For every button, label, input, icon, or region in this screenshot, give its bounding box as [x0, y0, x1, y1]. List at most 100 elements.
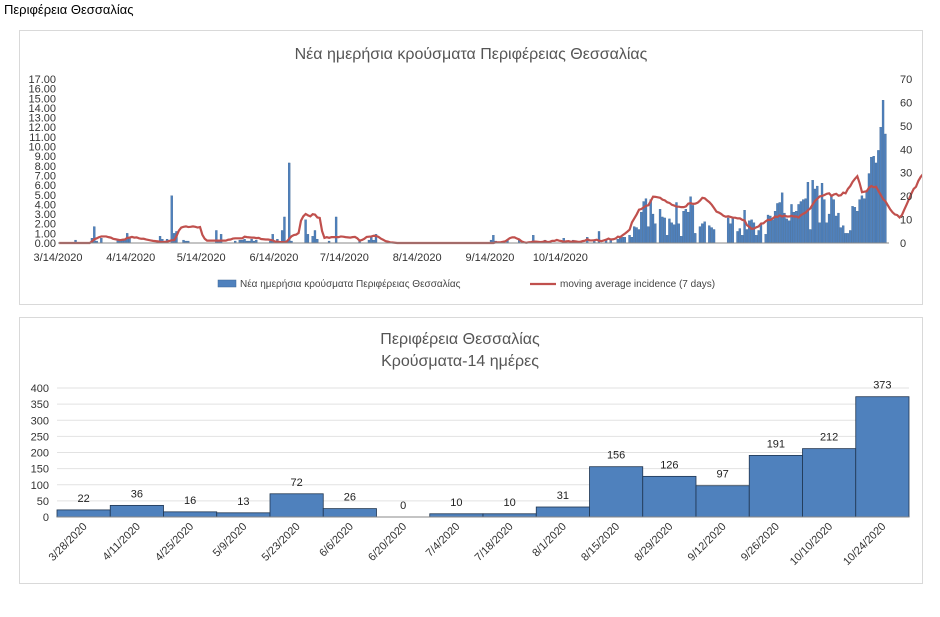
fourteen-day-data-label: 10 — [504, 497, 516, 509]
daily-cases-bar — [651, 213, 655, 244]
fourteen-day-x-tick-label: 8/29/2020 — [632, 521, 675, 564]
daily-cases-bar — [703, 221, 706, 244]
daily-cases-bar — [672, 224, 676, 244]
daily-cases-bar — [128, 238, 131, 244]
fourteen-day-data-label: 191 — [767, 438, 785, 450]
fourteen-day-data-label: 10 — [450, 497, 462, 509]
fourteen-day-data-label: 36 — [131, 488, 143, 500]
daily-cases-bar — [874, 162, 878, 244]
daily-y-tick-label: 5.00 — [35, 190, 56, 202]
daily-cases-bar — [851, 206, 854, 244]
daily-cases-bar — [691, 205, 695, 244]
daily-x-tick-label: 10/14/2020 — [533, 252, 588, 264]
fourteen-day-data-label: 22 — [78, 493, 90, 505]
daily-cases-bar — [283, 216, 286, 244]
fourteen-day-x-tick-label: 8/15/2020 — [579, 521, 622, 564]
fourteen-day-y-tick-label: 400 — [31, 383, 49, 395]
daily-cases-bar — [708, 225, 711, 244]
fourteen-day-data-label: 13 — [237, 496, 249, 508]
daily-cases-bar — [687, 211, 690, 244]
daily-cases-bar — [665, 235, 669, 244]
fourteen-day-y-tick-label: 300 — [31, 415, 49, 427]
daily-cases-bar — [867, 173, 871, 244]
fourteen-day-bar — [748, 455, 803, 518]
fourteen-day-bar — [642, 475, 697, 518]
fourteen-day-x-tick-label: 4/11/2020 — [100, 521, 143, 564]
daily-cases-bar — [661, 216, 664, 244]
daily-cases-bar — [618, 238, 622, 244]
daily-x-tick-label: 7/14/2020 — [320, 252, 369, 264]
daily-x-tick-label: 3/14/2020 — [34, 252, 83, 264]
fourteen-day-chart-subtitle: Κρούσματα-14 ημέρες — [381, 353, 539, 370]
daily-cases-bar — [743, 210, 746, 244]
daily-cases-bar — [865, 190, 868, 244]
daily-cases-bar — [647, 226, 650, 244]
daily-cases-bar — [823, 199, 826, 244]
daily-y2-tick-label: 10 — [900, 215, 912, 227]
daily-cases-bar — [778, 202, 781, 244]
daily-y-tick-label: 10.00 — [28, 142, 56, 154]
daily-x-tick-label: 9/14/2020 — [465, 252, 514, 264]
daily-cases-bar — [804, 198, 807, 244]
daily-cases-bar — [710, 227, 713, 244]
fourteen-day-y-tick-label: 250 — [31, 431, 49, 443]
daily-cases-bar — [776, 203, 779, 244]
fourteen-day-x-tick-label: 10/10/2020 — [788, 521, 835, 568]
daily-cases-bar — [877, 150, 880, 244]
daily-y-tick-label: 15.00 — [28, 93, 56, 105]
daily-cases-bar — [806, 182, 810, 244]
daily-cases-bar — [621, 237, 624, 244]
daily-cases-bar — [849, 230, 852, 244]
daily-cases-bar — [842, 225, 845, 244]
daily-y-tick-label: 6.00 — [35, 180, 56, 192]
legend-bar-label: Νέα ημερήσια κρούσματα Περιφέρειας Θεσσα… — [240, 278, 461, 290]
daily-y-tick-label: 16.00 — [28, 84, 56, 96]
daily-legend: Νέα ημερήσια κρούσματα Περιφέρειας Θεσσα… — [217, 278, 715, 290]
daily-cases-bar — [623, 237, 626, 244]
daily-cases-bar — [834, 215, 838, 244]
daily-y-tick-label: 17.00 — [28, 74, 56, 86]
fourteen-day-data-label: 31 — [557, 490, 569, 502]
daily-x-tick-label: 5/14/2020 — [177, 252, 226, 264]
daily-cases-bar — [698, 226, 702, 244]
daily-cases-bar — [757, 230, 760, 244]
fourteen-day-bar — [589, 466, 644, 518]
daily-cases-bar — [759, 224, 763, 244]
daily-cases-bar — [755, 235, 758, 244]
daily-cases-bar — [630, 237, 634, 244]
daily-cases-bar — [881, 100, 885, 244]
daily-cases-bar — [846, 233, 849, 244]
daily-y2-tick-label: 50 — [900, 121, 912, 133]
daily-cases-bar — [640, 211, 643, 244]
daily-y-tick-label: 2.00 — [35, 219, 56, 231]
daily-cases-bar — [860, 195, 864, 244]
fourteen-day-bar — [163, 511, 218, 518]
daily-y-tick-label: 1.00 — [35, 228, 56, 240]
daily-cases-bar — [752, 222, 756, 244]
fourteen-day-bar — [802, 448, 857, 518]
daily-cases-bar — [832, 199, 835, 244]
daily-cases-bar — [306, 234, 310, 244]
fourteen-day-bar — [56, 509, 111, 518]
fourteen-day-y-tick-label: 150 — [31, 464, 49, 476]
daily-cases-bar — [816, 185, 819, 244]
fourteen-day-x-tick-label: 5/23/2020 — [260, 521, 303, 564]
daily-cases-bar — [313, 230, 317, 244]
fourteen-day-data-label: 373 — [873, 380, 891, 392]
daily-y-tick-label: 8.00 — [35, 161, 56, 173]
daily-cases-bar — [170, 195, 173, 244]
fourteen-day-data-label: 16 — [184, 495, 196, 507]
fourteen-day-data-label: 97 — [717, 469, 729, 481]
daily-cases-bar — [680, 236, 683, 244]
daily-cases-bar — [827, 213, 831, 244]
fourteen-day-bar — [535, 506, 590, 518]
daily-cases-bar — [243, 238, 246, 244]
daily-y2-tick-label: 70 — [900, 74, 912, 86]
daily-y-tick-label: 12.00 — [28, 122, 56, 134]
daily-cases-bar — [813, 188, 817, 244]
daily-cases-bar — [649, 199, 652, 244]
fourteen-day-x-tick-label: 9/12/2020 — [686, 521, 729, 564]
fourteen-day-x-tick-label: 10/24/2020 — [841, 521, 888, 568]
legend-bar-swatch — [217, 279, 237, 288]
daily-y-tick-label: 14.00 — [28, 103, 56, 115]
